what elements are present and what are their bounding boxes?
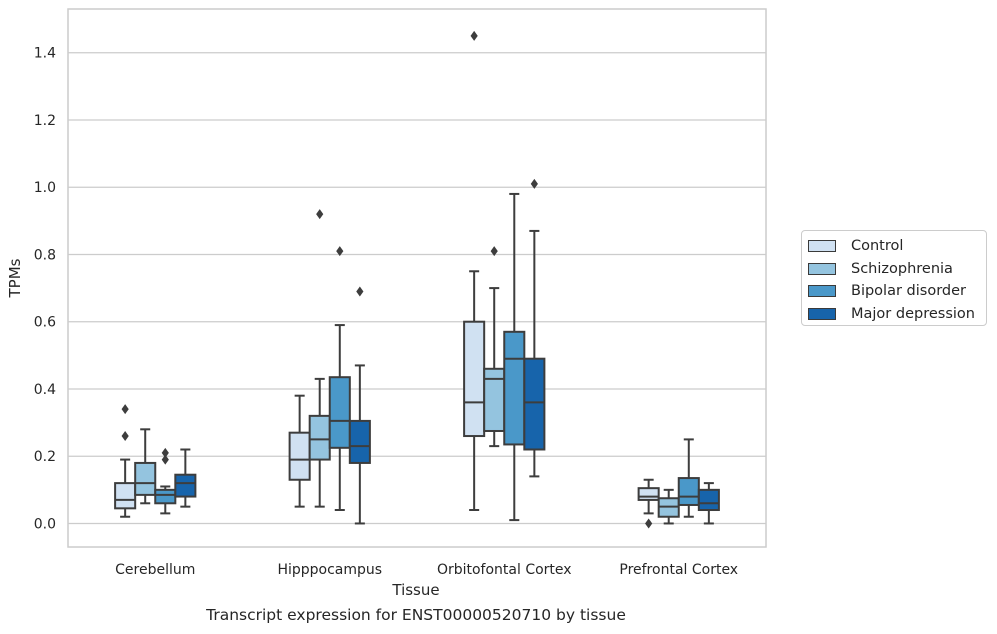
box-schizophrenia bbox=[308, 209, 331, 508]
legend-swatch bbox=[808, 307, 836, 320]
legend-swatch bbox=[808, 240, 836, 253]
x-tick-labels: Cerebellum Hipppocampus Orbitofontal Corte… bbox=[115, 562, 738, 578]
legend-item: Schizophrenia bbox=[808, 258, 986, 281]
outlier-marker bbox=[490, 246, 498, 257]
y-tick-label: 0.2 bbox=[34, 449, 56, 465]
y-tick-label: 0.8 bbox=[34, 247, 56, 263]
outlier-marker bbox=[470, 30, 478, 41]
y-axis-title: TPMs bbox=[6, 258, 24, 298]
outlier-marker bbox=[645, 518, 653, 529]
box bbox=[154, 488, 177, 505]
legend-swatch bbox=[808, 262, 836, 275]
box-bipolar-disorder bbox=[328, 246, 351, 512]
box bbox=[637, 487, 660, 501]
outlier-marker bbox=[356, 286, 364, 297]
box bbox=[697, 488, 720, 512]
box bbox=[503, 330, 526, 446]
box-bipolar-disorder bbox=[677, 438, 700, 518]
box bbox=[308, 414, 331, 461]
plot-frame bbox=[67, 8, 767, 548]
x-axis-title: Tissue bbox=[391, 581, 439, 599]
legend-swatch bbox=[808, 285, 836, 298]
legend-label: Major depression bbox=[851, 305, 975, 322]
legend-item: Control bbox=[808, 235, 986, 258]
box-control bbox=[288, 394, 311, 508]
outlier-marker bbox=[161, 454, 169, 465]
outlier-marker bbox=[530, 178, 538, 189]
legend-label: Schizophrenia bbox=[851, 260, 953, 277]
legend-item: Major depression bbox=[808, 303, 986, 326]
y-tick-label: 0.0 bbox=[34, 516, 56, 532]
y-tick-label: 0.6 bbox=[34, 315, 56, 331]
box-major-depression bbox=[523, 178, 546, 478]
box bbox=[134, 461, 157, 496]
box-control bbox=[637, 478, 660, 529]
legend-label: Bipolar disorder bbox=[851, 283, 966, 300]
box bbox=[174, 473, 197, 498]
chart-caption: Transcript expression for ENST0000052071… bbox=[206, 606, 626, 624]
box bbox=[463, 320, 486, 438]
box-bipolar-disorder bbox=[503, 192, 526, 522]
box-major-depression bbox=[697, 482, 720, 525]
box-layer bbox=[114, 30, 720, 529]
legend: Control Schizophrenia Bipolar disorder Majo… bbox=[801, 230, 987, 326]
outlier-marker bbox=[336, 246, 344, 257]
y-tick-labels: 0.0 0.2 0.4 0.6 0.8 1.0 1.2 1.4 bbox=[34, 46, 56, 533]
box bbox=[114, 482, 137, 510]
y-tick-label: 0.4 bbox=[34, 382, 56, 398]
box-schizophrenia bbox=[657, 488, 680, 525]
box bbox=[328, 376, 351, 449]
outlier-marker bbox=[316, 209, 324, 220]
x-tick-label: Cerebellum bbox=[115, 562, 195, 578]
x-tick-label: Hipppocampus bbox=[277, 562, 382, 578]
y-tick-label: 1.2 bbox=[34, 113, 56, 129]
box-schizophrenia bbox=[134, 428, 157, 505]
box-control bbox=[114, 404, 137, 518]
box bbox=[288, 431, 311, 481]
y-tick-label: 1.0 bbox=[34, 180, 56, 196]
box-major-depression bbox=[348, 286, 371, 525]
outlier-marker bbox=[121, 404, 129, 415]
legend-item: Bipolar disorder bbox=[808, 280, 986, 303]
outlier-marker bbox=[121, 431, 129, 442]
box bbox=[348, 419, 371, 464]
box bbox=[523, 357, 546, 451]
box-major-depression bbox=[174, 448, 197, 508]
box-bipolar-disorder bbox=[154, 447, 177, 515]
outlier-marker bbox=[161, 447, 169, 458]
grid-lines bbox=[68, 52, 766, 525]
box-control bbox=[463, 30, 486, 512]
legend-label: Control bbox=[851, 238, 904, 255]
x-tick-label: Prefrontal Cortex bbox=[619, 562, 738, 578]
x-tick-label: Orbitofontal Cortex bbox=[437, 562, 572, 578]
y-tick-label: 1.4 bbox=[34, 46, 56, 62]
box-schizophrenia bbox=[483, 246, 506, 448]
box bbox=[677, 477, 700, 506]
